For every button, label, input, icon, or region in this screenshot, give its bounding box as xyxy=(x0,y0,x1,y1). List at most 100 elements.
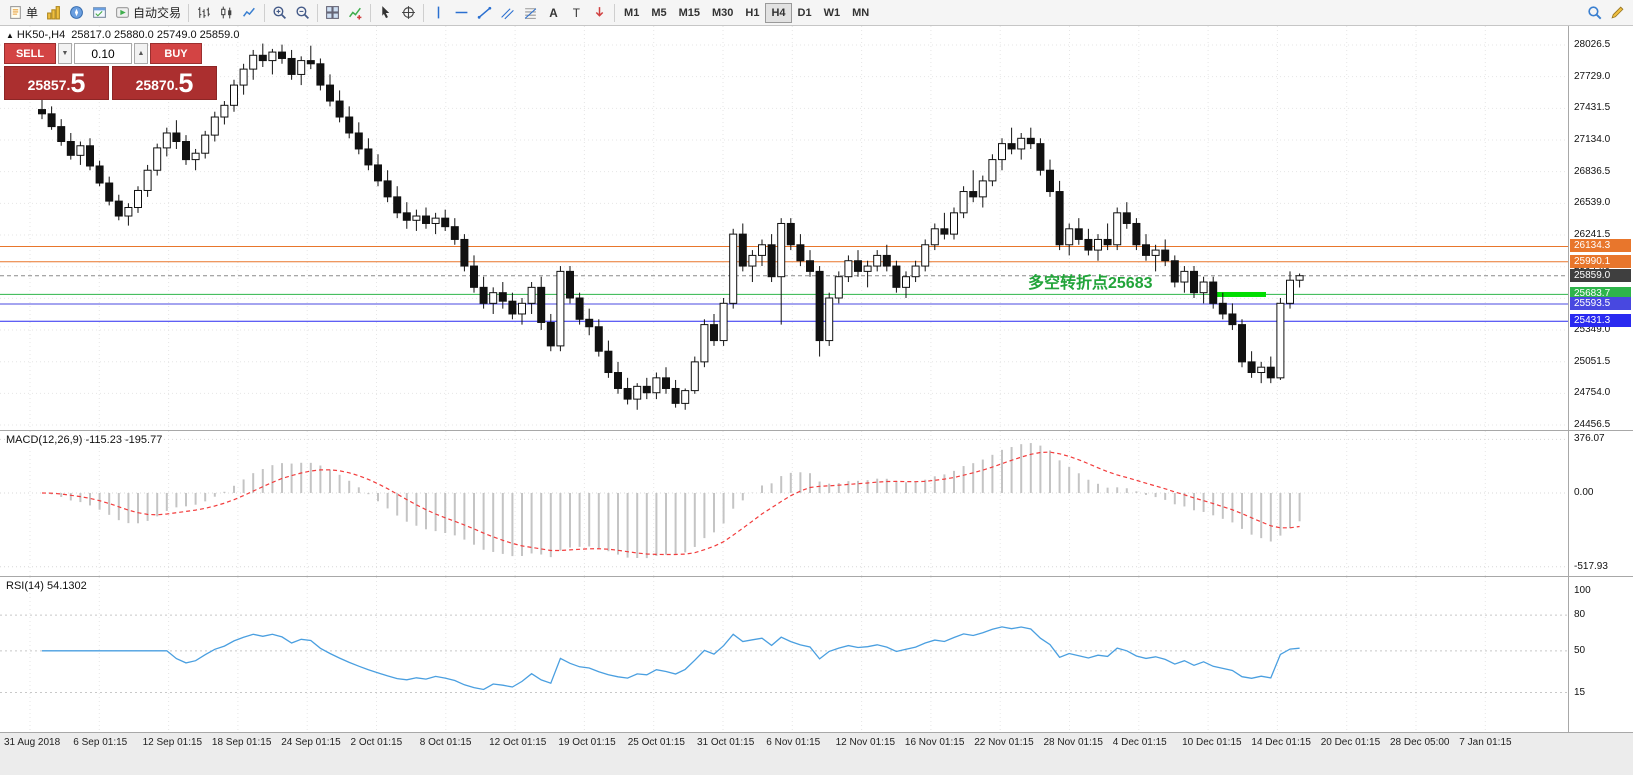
time-axis-label: 6 Nov 01:15 xyxy=(766,737,821,748)
timeframe-d1-button[interactable]: D1 xyxy=(792,3,818,23)
line-chart-icon xyxy=(242,5,257,20)
macd-indicator-pane[interactable]: MACD(12,26,9) -115.23 -195.77 376.07 0.00… xyxy=(0,430,1633,576)
axis-tick-label: -517.93 xyxy=(1574,560,1608,572)
timeframe-mn-button[interactable]: MN xyxy=(846,3,875,23)
axis-tick-label: 27134.0 xyxy=(1574,134,1611,145)
timeframe-m5-button[interactable]: M5 xyxy=(645,3,672,23)
zoom-out-icon xyxy=(295,5,310,20)
horizontal-line-button[interactable] xyxy=(450,2,473,24)
indicators-icon xyxy=(348,5,363,20)
arrows-button[interactable] xyxy=(588,2,611,24)
buy-price-display[interactable]: 25870. 5 xyxy=(112,66,217,100)
timeframe-m1-button[interactable]: M1 xyxy=(618,3,645,23)
buy-price-big-digit: 5 xyxy=(178,68,194,98)
text-label-button[interactable]: T xyxy=(565,2,588,24)
bar-chart-icon xyxy=(196,5,211,20)
autotrading-label: 自动交易 xyxy=(133,6,182,20)
autotrading-button[interactable]: 自动交易 xyxy=(111,2,185,24)
trendline-button[interactable] xyxy=(473,2,496,24)
price-chart-pane[interactable]: 多空转折点25683 ▲ HK50-,H4 25817.0 25880.0 2574… xyxy=(0,26,1633,430)
axis-tick-label: 376.07 xyxy=(1574,433,1605,445)
rsi-axis[interactable]: 100 80 50 15 xyxy=(1568,577,1633,732)
time-axis-label: 31 Oct 01:15 xyxy=(697,737,755,748)
time-axis-label: 19 Oct 01:15 xyxy=(558,737,616,748)
search-icon xyxy=(1587,5,1602,20)
text-icon: A xyxy=(546,5,561,20)
equidistant-channel-button[interactable] xyxy=(496,2,519,24)
terminal-icon xyxy=(92,5,107,20)
zoom-in-button[interactable] xyxy=(268,2,291,24)
sell-price-display[interactable]: 25857. 5 xyxy=(4,66,109,100)
chart-window: 多空转折点25683 ▲ HK50-,H4 25817.0 25880.0 2574… xyxy=(0,26,1633,775)
axis-tick-label: 80 xyxy=(1574,609,1586,621)
time-axis-label: 12 Oct 01:15 xyxy=(489,737,547,748)
macd-axis[interactable]: 376.07 0.00 -517.93 xyxy=(1568,431,1633,576)
time-axis[interactable]: 31 Aug 2018 6 Sep 01:15 12 Sep 01:15 18 Sep… xyxy=(0,732,1633,775)
cursor-icon xyxy=(378,5,393,20)
line-chart-button[interactable] xyxy=(238,2,261,24)
navigator-button[interactable] xyxy=(65,2,88,24)
toolbar-separator xyxy=(264,3,266,22)
rsi-indicator-pane[interactable]: RSI(14) 54.1302 100 80 50 15 xyxy=(0,576,1633,732)
lot-decrease-button[interactable]: ▼ xyxy=(58,43,72,64)
zoom-in-icon xyxy=(272,5,287,20)
time-axis-label: 8 Oct 01:15 xyxy=(419,737,472,748)
lot-size-input[interactable] xyxy=(74,43,132,64)
timeframe-m30-button[interactable]: M30 xyxy=(706,3,739,23)
crosshair-button[interactable] xyxy=(397,2,420,24)
time-axis-label: 22 Nov 01:15 xyxy=(974,737,1034,748)
symbol-name: HK50-,H4 xyxy=(16,29,66,41)
market-watch-button[interactable] xyxy=(42,2,65,24)
fibonacci-button[interactable] xyxy=(519,2,542,24)
buy-price-base: 25870. xyxy=(135,77,179,93)
indicators-button[interactable] xyxy=(344,2,367,24)
label-icon: T xyxy=(569,5,584,20)
timeframe-w1-button[interactable]: W1 xyxy=(818,3,847,23)
axis-tick-label: 26241.5 xyxy=(1574,229,1611,241)
axis-tick-label: 27729.0 xyxy=(1574,70,1611,82)
main-toolbar: 单 自动交易 A T M1 M5 M15 M30 H1 H4 D1 W1 MN xyxy=(0,0,1633,26)
new-order-button[interactable]: 单 xyxy=(4,2,42,24)
bar-chart-button[interactable] xyxy=(192,2,215,24)
navigator-icon xyxy=(69,5,84,20)
toolbar-separator xyxy=(614,3,616,22)
ohlc-values: 25817.0 25880.0 25749.0 25859.0 xyxy=(71,29,240,41)
edit-button[interactable] xyxy=(1606,2,1629,24)
vertical-line-button[interactable] xyxy=(427,2,450,24)
lot-increase-button[interactable]: ▲ xyxy=(134,43,148,64)
toolbar-separator xyxy=(188,3,190,22)
terminal-button[interactable] xyxy=(88,2,111,24)
text-button[interactable]: A xyxy=(542,2,565,24)
price-tag: 25431.3 xyxy=(1570,314,1631,328)
time-axis-label: 31 Aug 2018 xyxy=(4,737,61,748)
channel-icon xyxy=(500,5,515,20)
timeframe-h4-button[interactable]: H4 xyxy=(765,2,792,23)
price-tag: 26134.3 xyxy=(1570,239,1631,253)
cursor-button[interactable] xyxy=(374,2,397,24)
axis-tick-label: 15 xyxy=(1574,686,1586,698)
timeframe-h1-button[interactable]: H1 xyxy=(739,3,765,23)
time-axis-label: 7 Jan 01:15 xyxy=(1459,737,1512,748)
zoom-out-button[interactable] xyxy=(291,2,314,24)
axis-tick-label: 50 xyxy=(1574,644,1586,656)
price-axis[interactable]: 28026.5 27729.0 27431.5 27134.0 26836.5 26539… xyxy=(1568,26,1633,430)
search-button[interactable] xyxy=(1583,2,1606,24)
time-axis-label: 24 Sep 01:15 xyxy=(281,737,341,748)
tile-windows-button[interactable] xyxy=(321,2,344,24)
timeframe-m15-button[interactable]: M15 xyxy=(673,3,706,23)
axis-tick-label: 25349.0 xyxy=(1574,324,1611,336)
buy-button[interactable]: BUY xyxy=(150,43,202,64)
market-watch-icon xyxy=(46,5,61,20)
toolbar-right-group xyxy=(1583,2,1629,24)
arrows-icon xyxy=(592,5,607,20)
axis-tick-label: 26836.5 xyxy=(1574,165,1611,177)
autotrading-icon xyxy=(115,5,130,20)
candle-chart-button[interactable] xyxy=(215,2,238,24)
crosshair-icon xyxy=(401,5,416,20)
axis-tick-label: 100 xyxy=(1574,585,1591,597)
symbol-marker-icon: ▲ xyxy=(6,31,14,40)
axis-tick-label: 24456.5 xyxy=(1574,419,1611,430)
time-axis-label: 10 Dec 01:15 xyxy=(1182,737,1242,748)
sell-button[interactable]: SELL xyxy=(4,43,56,64)
chart-symbol-label: ▲ HK50-,H4 25817.0 25880.0 25749.0 25859.0 xyxy=(6,29,245,41)
